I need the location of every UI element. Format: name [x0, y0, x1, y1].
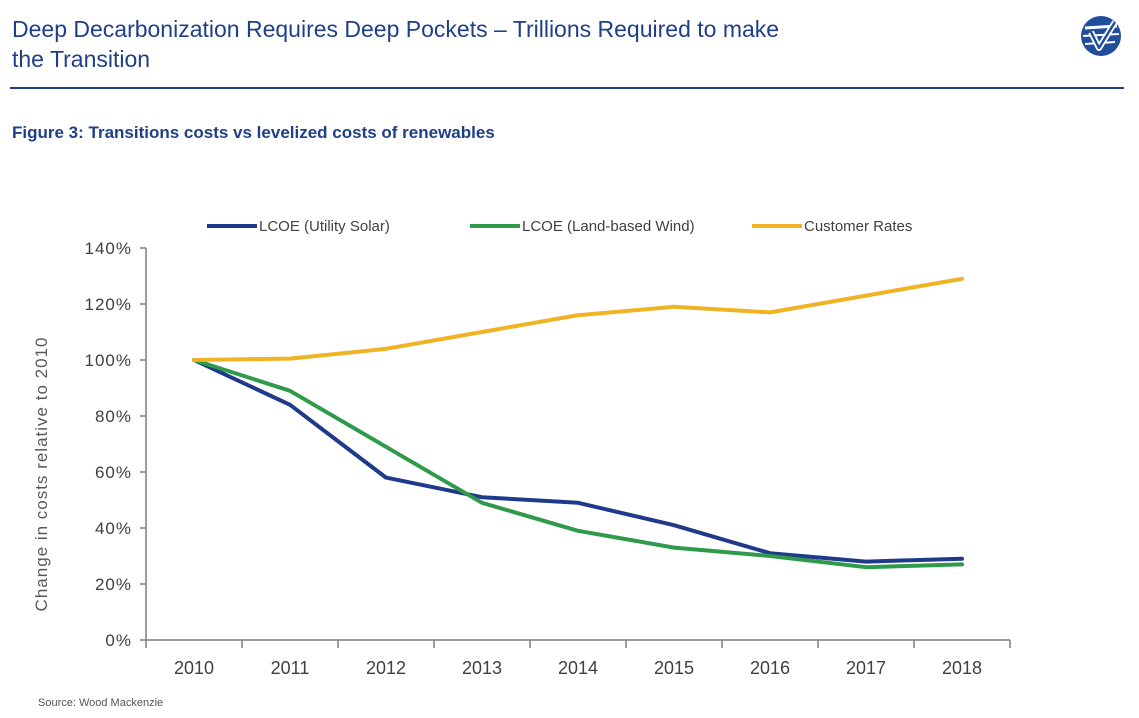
series-line-3 [192, 276, 964, 362]
x-tick-label: 2013 [462, 658, 502, 678]
x-tick-label: 2014 [558, 658, 598, 678]
legend-label-3: Customer Rates [804, 218, 912, 235]
series-line-2 [192, 358, 964, 570]
y-tick-label: 120% [85, 295, 132, 314]
page-title: Deep Decarbonization Requires Deep Pocke… [12, 14, 1012, 74]
y-tick-label: 40% [95, 519, 132, 538]
legend-label-2: LCOE (Land-based Wind) [522, 218, 695, 235]
header-divider [10, 87, 1124, 89]
page-title-line-1: Deep Decarbonization Requires Deep Pocke… [12, 16, 780, 42]
source-note: Source: Wood Mackenzie [38, 697, 164, 709]
y-tick-label: 140% [85, 239, 132, 258]
figure-title: Figure 3: Transitions costs vs levelized… [12, 123, 495, 142]
y-tick-label: 20% [95, 575, 132, 594]
x-tick-label: 2015 [654, 658, 694, 678]
y-axis-title: Change in costs relative to 2010 [32, 337, 51, 612]
y-tick-label: 80% [95, 407, 132, 426]
page-title-line-2: the Transition [12, 46, 151, 72]
x-tick-label: 2011 [271, 658, 310, 678]
y-tick-label: 100% [85, 351, 132, 370]
x-tick-label: 2018 [942, 658, 982, 678]
x-tick-label: 2016 [750, 658, 790, 678]
x-tick-label: 2012 [366, 658, 406, 678]
x-tick-label: 2017 [846, 658, 886, 678]
check-circle-logo-icon [1081, 16, 1121, 56]
x-tick-label: 2010 [174, 658, 214, 678]
series-line-1 [192, 358, 964, 564]
legend-label-1: LCOE (Utility Solar) [259, 218, 390, 235]
y-tick-label: 60% [95, 463, 132, 482]
y-tick-label: 0% [105, 631, 132, 650]
